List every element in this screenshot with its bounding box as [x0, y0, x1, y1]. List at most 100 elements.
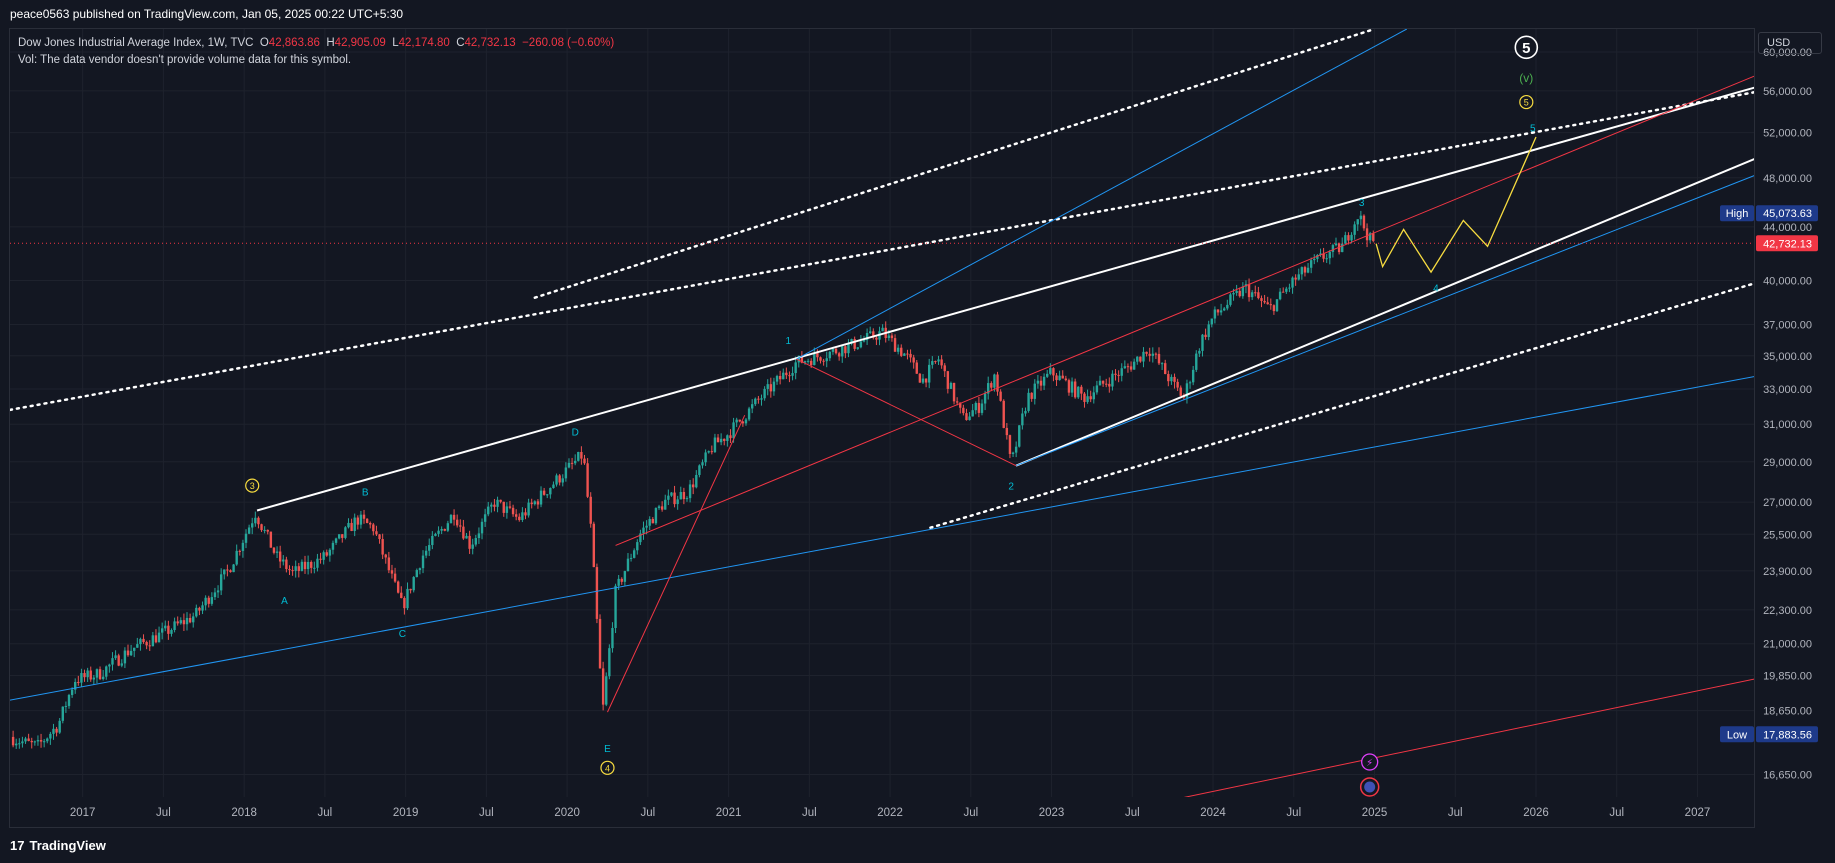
x-tick-label: 2022	[877, 807, 903, 819]
x-tick-label: Jul	[641, 807, 656, 819]
candle-body	[564, 467, 568, 479]
candle-body	[369, 522, 372, 525]
candle-body	[415, 570, 419, 578]
candle-body	[64, 705, 68, 707]
candle-body	[372, 524, 375, 532]
candle-body	[701, 462, 704, 466]
candle-body	[552, 484, 555, 489]
candle-body	[934, 361, 937, 363]
candle-body	[707, 451, 710, 453]
y-tick-label: 56,000.00	[1763, 86, 1812, 98]
candle-body	[337, 534, 341, 539]
candle-body	[1303, 267, 1307, 273]
candle-body	[1309, 260, 1313, 268]
candle-body	[1132, 361, 1136, 370]
wave-label: B	[362, 488, 369, 499]
candle-body	[800, 355, 804, 363]
candle-body	[223, 569, 226, 575]
x-tick-label: 2021	[716, 807, 742, 819]
candle-body	[1073, 381, 1077, 398]
candle-body	[15, 743, 18, 746]
candle-body	[726, 435, 729, 441]
candle-body	[1173, 376, 1176, 382]
candle-body	[524, 512, 527, 516]
candle-body	[1266, 302, 1269, 305]
x-tick-label: Jul	[1609, 807, 1624, 819]
candle-body	[269, 531, 273, 548]
currency-button[interactable]: USD	[1758, 32, 1822, 54]
candle-body	[505, 506, 509, 513]
candle-body	[735, 419, 738, 423]
candle-body	[710, 451, 714, 453]
candle-body	[179, 620, 182, 624]
candle-body	[123, 650, 127, 664]
candle-body	[278, 551, 282, 562]
wave-label: 4	[605, 763, 610, 773]
candle-body	[1226, 304, 1229, 309]
candle-body	[657, 506, 661, 509]
candle-body	[266, 529, 269, 532]
candle-body	[834, 348, 838, 354]
candle-body	[359, 514, 363, 525]
candle-body	[1064, 378, 1068, 381]
candle-body	[636, 542, 639, 551]
candle-body	[406, 588, 409, 609]
candle-body	[101, 676, 105, 680]
candle-body	[1238, 290, 1241, 297]
candle-body	[546, 494, 549, 496]
candle-body	[813, 353, 816, 366]
candle-body	[27, 738, 30, 741]
y-tick-label: 31,000.00	[1763, 419, 1812, 431]
publish-bar: peace0563 published on TradingView.com, …	[0, 0, 1835, 28]
candle-body	[987, 383, 990, 394]
candle-body	[782, 372, 785, 380]
candle-body	[993, 374, 996, 388]
candle-body	[791, 373, 794, 376]
symbol-title: Dow Jones Industrial Average Index, 1W, …	[18, 37, 254, 49]
candle-body	[1058, 375, 1061, 381]
candle-body	[1195, 353, 1198, 370]
candle-body	[365, 518, 369, 523]
candle-body	[334, 538, 338, 543]
y-tick-label: 48,000.00	[1763, 173, 1812, 185]
candle-body	[1148, 353, 1151, 356]
candle-body	[1024, 410, 1027, 414]
y-tick-label: 22,300.00	[1763, 605, 1812, 617]
candle-body	[921, 378, 925, 383]
candle-body	[18, 743, 21, 745]
candle-body	[111, 658, 114, 665]
candle-body	[1070, 381, 1074, 393]
candle-body	[778, 376, 782, 380]
wave-label: A	[281, 596, 288, 607]
tradingview-footer[interactable]: 17 TradingView	[10, 838, 106, 853]
candle-body	[1359, 215, 1363, 220]
candle-body	[244, 533, 248, 543]
candle-body	[900, 347, 903, 356]
candle-body	[862, 340, 866, 342]
candle-body	[291, 570, 294, 572]
candle-body	[890, 335, 894, 339]
candle-body	[254, 517, 257, 524]
lightning-glyph: ⚡	[1366, 758, 1373, 769]
candle-body	[847, 343, 850, 354]
candle-body	[629, 557, 633, 559]
candle-body	[648, 518, 651, 526]
candle-body	[493, 504, 496, 507]
candle-body	[1341, 243, 1344, 253]
candle-body	[983, 393, 987, 404]
candle-body	[148, 645, 151, 647]
candle-body	[719, 438, 723, 443]
low-price-badge-bg	[1756, 726, 1818, 743]
candle-body	[909, 353, 912, 358]
candle-body	[797, 355, 800, 363]
candle-body	[331, 542, 335, 550]
candle-body	[42, 741, 46, 743]
candle-body	[990, 383, 993, 388]
candle-body	[533, 501, 537, 505]
candle-body	[11, 736, 15, 746]
candle-body	[1123, 366, 1127, 369]
candle-body	[608, 648, 611, 677]
candle-body	[536, 501, 540, 505]
candle-body	[645, 525, 648, 528]
